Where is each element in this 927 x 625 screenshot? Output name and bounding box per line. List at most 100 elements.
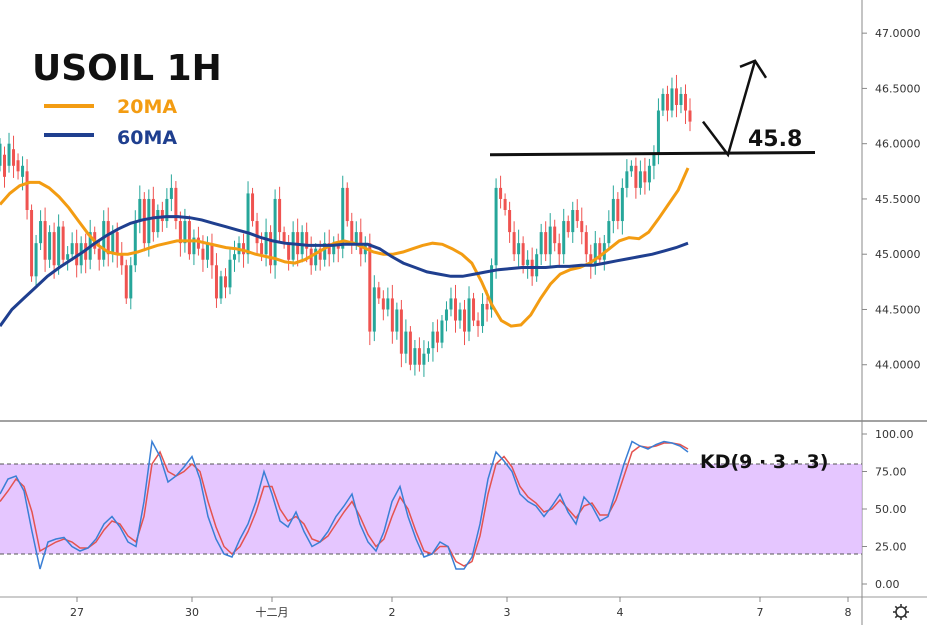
price-tick-label: 47.0000 xyxy=(875,27,921,40)
candle-body xyxy=(566,221,570,233)
candle-body xyxy=(571,210,575,233)
candle-body xyxy=(517,243,521,255)
candle-body xyxy=(404,331,408,354)
settings-gear-icon[interactable] xyxy=(893,604,909,620)
candle-body xyxy=(223,276,227,288)
candle-body xyxy=(169,187,173,199)
candle-body xyxy=(102,221,106,260)
time-tick-label: 27 xyxy=(70,606,84,619)
time-tick-label: 7 xyxy=(757,606,764,619)
price-axis: 47.0000 46.5000 46.0000 45.5000 45.0000 44.50… xyxy=(862,27,921,372)
candle-body xyxy=(39,221,43,244)
candle-body xyxy=(440,320,444,343)
candle-body xyxy=(210,243,214,266)
candle-body xyxy=(242,243,246,255)
candle-body xyxy=(219,276,223,299)
candle-body xyxy=(43,221,47,260)
candle-body xyxy=(3,154,7,177)
candle-body xyxy=(607,221,611,244)
candle-body xyxy=(282,232,286,244)
candle-body xyxy=(246,193,250,255)
candle-body xyxy=(652,154,656,166)
candle-body xyxy=(106,221,110,255)
candle-body xyxy=(147,198,151,244)
time-tick-label: 8 xyxy=(845,606,852,619)
candle-body xyxy=(21,165,25,177)
candle-body xyxy=(553,226,557,244)
candle-body xyxy=(327,243,331,255)
level-label: 45.8 xyxy=(748,127,802,152)
breakout-arrow xyxy=(702,60,757,158)
arrow-head xyxy=(739,59,768,79)
candle-body xyxy=(634,165,638,188)
candle-body xyxy=(345,187,349,222)
ma20-line xyxy=(0,167,690,328)
candle-body xyxy=(485,303,489,310)
candles xyxy=(0,74,692,377)
candle-body xyxy=(535,254,539,277)
candle-body xyxy=(526,259,530,266)
candle-body xyxy=(661,93,665,111)
candle-body xyxy=(539,232,543,255)
candle-body xyxy=(174,187,178,222)
candle-body xyxy=(318,248,322,260)
candle-body xyxy=(413,348,417,365)
kd-band xyxy=(0,464,862,554)
candle-body xyxy=(629,165,633,172)
candle-body xyxy=(187,221,191,255)
candle-body xyxy=(399,309,403,354)
main-panel: 45.8 USOIL 1H 20MA 60MA xyxy=(0,48,816,377)
candle-body xyxy=(70,243,74,255)
chart-title: USOIL 1H xyxy=(32,48,222,89)
candle-body xyxy=(314,248,318,266)
price-tick-label: 46.5000 xyxy=(875,82,921,95)
candle-body xyxy=(305,232,309,249)
price-tick-label: 44.0000 xyxy=(875,359,921,372)
candle-body xyxy=(214,265,218,299)
candle-body xyxy=(431,331,435,349)
legend-60ma-label: 60MA xyxy=(117,127,177,149)
candle-body xyxy=(512,232,516,255)
candle-body xyxy=(368,243,372,332)
candle-body xyxy=(638,171,642,188)
candle-body xyxy=(165,198,169,222)
candle-body xyxy=(674,88,678,105)
candle-body xyxy=(61,226,65,260)
legend-20ma-label: 20MA xyxy=(117,96,177,118)
candle-body xyxy=(472,298,476,321)
kd-d-line xyxy=(0,442,689,567)
candle-body xyxy=(178,221,182,244)
candle-body xyxy=(390,298,394,332)
candle-body xyxy=(490,265,494,310)
candle-body xyxy=(291,232,295,260)
candle-body xyxy=(264,232,268,255)
candle-body xyxy=(426,348,430,354)
candle-body xyxy=(625,171,629,188)
candle-body xyxy=(151,198,155,233)
candle-body xyxy=(201,248,205,260)
candle-body xyxy=(57,226,61,266)
candle-body xyxy=(16,160,20,172)
candle-body xyxy=(422,353,426,365)
candle-body xyxy=(30,210,34,277)
price-tick-label: 45.5000 xyxy=(875,193,921,206)
candle-body xyxy=(332,243,336,255)
candle-body xyxy=(124,265,128,299)
kd-panel: KD(9 · 3 · 3) xyxy=(0,439,862,570)
candle-body xyxy=(562,221,566,255)
kd-tick-label: 25.00 xyxy=(875,541,907,554)
candle-body xyxy=(341,187,345,249)
time-axis: 27 30 十二月 2 3 4 7 8 xyxy=(70,597,852,619)
candle-body xyxy=(34,243,38,277)
candle-body xyxy=(278,198,282,233)
candle-body xyxy=(251,193,255,222)
candle-body xyxy=(494,187,498,266)
candle-body xyxy=(584,232,588,255)
candle-body xyxy=(643,171,647,183)
candle-body xyxy=(323,243,327,260)
candle-body xyxy=(183,221,187,244)
candle-body xyxy=(395,309,399,332)
time-tick-label: 3 xyxy=(504,606,511,619)
candle-body xyxy=(580,221,584,233)
